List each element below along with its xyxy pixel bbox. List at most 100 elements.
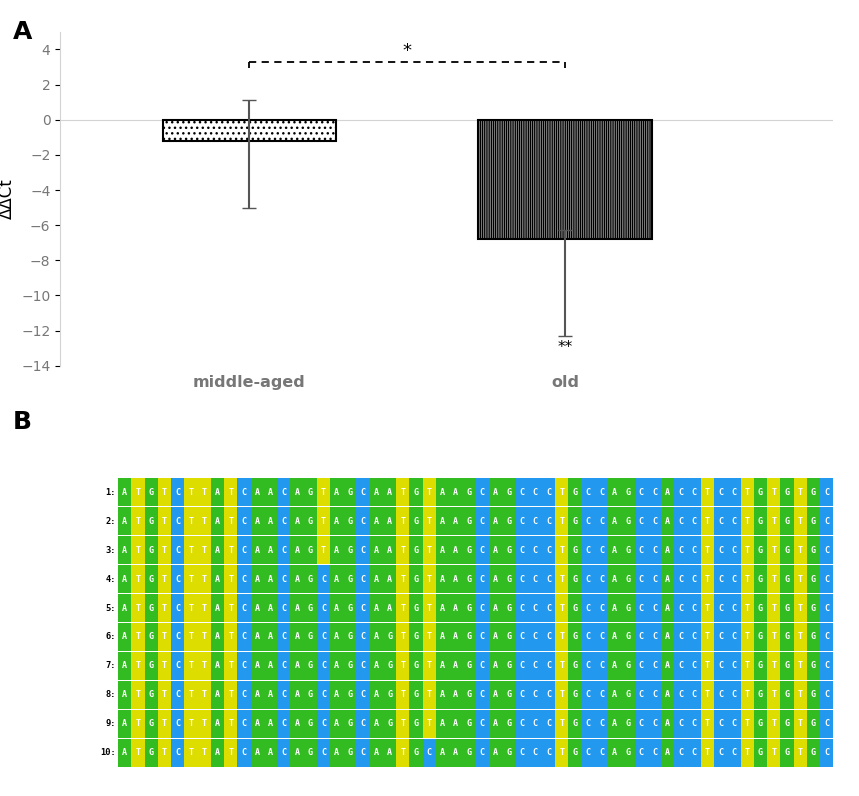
Bar <box>330 478 344 506</box>
Bar <box>661 739 674 767</box>
Bar <box>701 681 714 709</box>
Bar <box>515 507 528 535</box>
Bar <box>144 478 158 506</box>
Text: C: C <box>321 720 326 728</box>
Bar <box>436 739 449 767</box>
Bar <box>198 739 210 767</box>
Text: C: C <box>679 748 684 757</box>
Text: T: T <box>798 690 802 700</box>
Text: T: T <box>427 546 432 555</box>
Bar <box>621 623 635 651</box>
Text: A: A <box>374 661 379 670</box>
Text: C: C <box>175 603 180 613</box>
Text: C: C <box>361 546 366 555</box>
Bar <box>714 710 728 738</box>
Bar <box>423 739 436 767</box>
Bar <box>794 739 807 767</box>
Text: G: G <box>506 690 511 700</box>
Text: T: T <box>745 575 750 583</box>
Bar <box>569 710 582 738</box>
Text: G: G <box>347 748 352 757</box>
Text: C: C <box>241 603 247 613</box>
Text: T: T <box>228 748 233 757</box>
Bar <box>714 681 728 709</box>
Text: T: T <box>798 603 802 613</box>
Text: G: G <box>784 661 789 670</box>
Text: G: G <box>811 661 816 670</box>
Bar <box>131 507 144 535</box>
Bar <box>383 565 396 593</box>
Text: C: C <box>679 517 684 525</box>
Text: A: A <box>665 748 670 757</box>
Bar <box>582 565 595 593</box>
Bar <box>594 623 608 651</box>
Text: C: C <box>691 575 697 583</box>
Text: G: G <box>572 633 577 642</box>
Bar <box>369 710 383 738</box>
Text: G: G <box>506 748 511 757</box>
Bar <box>648 478 661 506</box>
Text: G: G <box>811 575 816 583</box>
Bar <box>489 478 503 506</box>
Bar <box>185 623 198 651</box>
Text: G: G <box>413 488 418 497</box>
Bar <box>436 537 449 564</box>
Bar <box>290 537 303 564</box>
Bar <box>119 652 131 680</box>
Text: C: C <box>718 517 723 525</box>
Bar <box>449 710 462 738</box>
Text: C: C <box>546 517 551 525</box>
Bar <box>356 710 369 738</box>
Text: T: T <box>771 661 777 670</box>
Text: C: C <box>731 720 736 728</box>
Bar <box>767 565 780 593</box>
Bar <box>820 478 833 506</box>
Bar <box>503 507 515 535</box>
Text: A: A <box>454 720 459 728</box>
Text: C: C <box>599 720 604 728</box>
Text: C: C <box>533 603 538 613</box>
Text: C: C <box>480 603 484 613</box>
Bar <box>753 739 767 767</box>
Bar <box>317 537 330 564</box>
Bar <box>807 739 820 767</box>
Text: C: C <box>175 517 180 525</box>
Text: T: T <box>559 633 564 642</box>
Bar <box>594 478 608 506</box>
Bar <box>264 478 277 506</box>
Text: A: A <box>493 603 498 613</box>
Bar <box>635 537 648 564</box>
Bar <box>714 652 728 680</box>
Text: G: G <box>347 690 352 700</box>
Text: G: G <box>308 720 313 728</box>
Bar <box>608 681 621 709</box>
Text: A: A <box>254 690 259 700</box>
Text: T: T <box>705 720 710 728</box>
Text: C: C <box>520 517 525 525</box>
Bar <box>185 710 198 738</box>
Bar <box>237 537 251 564</box>
Bar <box>171 681 185 709</box>
Text: A: A <box>374 575 379 583</box>
Bar <box>462 537 476 564</box>
Text: A: A <box>122 575 127 583</box>
Bar <box>753 594 767 622</box>
Bar <box>635 594 648 622</box>
Text: A: A <box>665 603 670 613</box>
Text: G: G <box>572 748 577 757</box>
Bar <box>515 652 528 680</box>
Bar <box>594 739 608 767</box>
Text: C: C <box>679 575 684 583</box>
Text: A: A <box>374 720 379 728</box>
Bar <box>648 681 661 709</box>
Bar <box>344 594 356 622</box>
Text: A: A <box>215 603 220 613</box>
Bar <box>687 710 701 738</box>
Bar <box>728 710 740 738</box>
Bar <box>277 681 290 709</box>
Text: G: G <box>347 661 352 670</box>
Bar <box>740 623 754 651</box>
Bar <box>476 537 489 564</box>
Text: G: G <box>308 661 313 670</box>
Text: C: C <box>175 748 180 757</box>
